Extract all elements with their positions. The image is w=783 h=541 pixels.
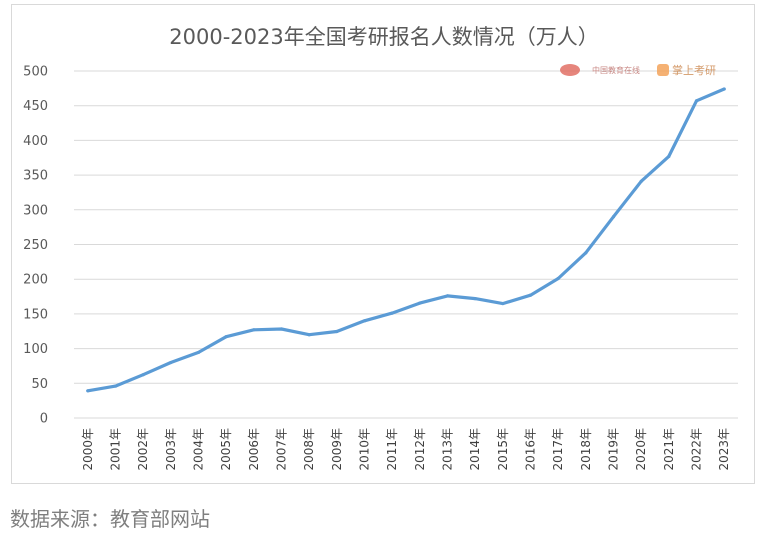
data-point xyxy=(556,276,560,281)
y-tick-label: 150 xyxy=(23,307,48,322)
y-tick-label: 500 xyxy=(23,65,48,80)
watermark-eol-text: 中国教育在线 xyxy=(592,65,640,75)
series-layer xyxy=(86,87,726,393)
data-point xyxy=(418,301,422,305)
x-tick-label: 2016年 xyxy=(524,428,538,471)
data-point xyxy=(611,215,616,219)
x-tick-label: 2002年 xyxy=(136,428,150,471)
gridlines xyxy=(74,70,738,419)
x-tick-label: 2023年 xyxy=(717,428,731,471)
x-tick-label: 2014年 xyxy=(468,428,482,471)
x-axis-ticks: 2000年 2001年 2002年 2003年 2004年 2005年 2006年 2007年… xyxy=(81,428,731,471)
data-point xyxy=(528,293,533,297)
data-point xyxy=(307,333,311,337)
data-point xyxy=(169,360,173,365)
y-tick-label: 100 xyxy=(23,342,48,357)
x-tick-label: 2003年 xyxy=(164,428,178,471)
x-tick-label: 2009年 xyxy=(330,428,344,471)
y-tick-label: 300 xyxy=(23,203,48,218)
x-tick-label: 2008年 xyxy=(302,428,316,471)
y-tick-label: 250 xyxy=(23,238,48,253)
data-point xyxy=(722,87,726,91)
data-point xyxy=(196,350,201,355)
x-tick-label: 2017年 xyxy=(551,428,565,471)
y-tick-label: 400 xyxy=(23,134,48,149)
x-tick-label: 2015年 xyxy=(496,428,510,471)
line-chart: 0 50 100 150 200 250 300 350 400 450 500 2000年 2001… xyxy=(23,65,738,471)
y-tick-label: 350 xyxy=(23,169,48,184)
x-tick-label: 2020年 xyxy=(634,428,648,471)
x-tick-label: 2004年 xyxy=(192,428,206,471)
data-point xyxy=(445,294,450,298)
data-point xyxy=(224,335,228,339)
x-tick-label: 2011年 xyxy=(385,428,399,471)
eol-logo-icon xyxy=(560,64,580,76)
watermark-eol: 中国教育在线 xyxy=(560,61,640,79)
x-tick-label: 2007年 xyxy=(275,428,289,471)
x-tick-label: 2001年 xyxy=(109,428,123,471)
series-line xyxy=(86,87,726,393)
data-point xyxy=(141,373,145,377)
x-tick-label: 2000年 xyxy=(81,428,95,471)
x-tick-label: 2005年 xyxy=(219,428,233,471)
x-tick-label: 2010年 xyxy=(358,428,372,471)
x-tick-label: 2021年 xyxy=(662,428,676,471)
data-point xyxy=(390,311,394,315)
watermark-kaoyan-text: 掌上考研 xyxy=(672,64,716,77)
data-point xyxy=(252,328,256,332)
data-point xyxy=(86,389,90,393)
x-tick-label: 2022年 xyxy=(690,428,704,471)
y-tick-label: 200 xyxy=(23,273,48,288)
source-note: 数据来源：教育部网站 xyxy=(10,507,210,531)
data-point xyxy=(694,99,699,103)
data-point xyxy=(639,179,643,183)
data-point xyxy=(473,297,477,301)
x-tick-label: 2018年 xyxy=(579,428,593,471)
watermark-kaoyan: 掌上考研 xyxy=(657,61,716,79)
data-point xyxy=(113,384,118,388)
data-point xyxy=(584,251,588,255)
data-point xyxy=(362,319,367,323)
chart-title: 2000-2023年全国考研报名人数情况（万人） xyxy=(169,25,599,49)
y-axis-ticks: 0 50 100 150 200 250 300 350 400 450 500 xyxy=(23,65,48,427)
y-tick-label: 0 xyxy=(40,412,48,427)
data-point xyxy=(279,327,284,331)
x-tick-label: 2013年 xyxy=(441,428,455,471)
kaoyan-logo-icon xyxy=(657,64,669,76)
data-point xyxy=(501,301,505,306)
x-tick-label: 2006年 xyxy=(247,428,261,471)
x-tick-label: 2019年 xyxy=(607,428,621,471)
chart-frame: 2000-2023年全国考研报名人数情况（万人） 0 50 100 150 200 250… xyxy=(11,4,755,484)
data-point xyxy=(667,154,671,158)
x-tick-label: 2012年 xyxy=(413,428,427,471)
y-tick-label: 50 xyxy=(31,377,48,392)
y-tick-label: 450 xyxy=(23,99,48,114)
data-point xyxy=(335,329,339,334)
